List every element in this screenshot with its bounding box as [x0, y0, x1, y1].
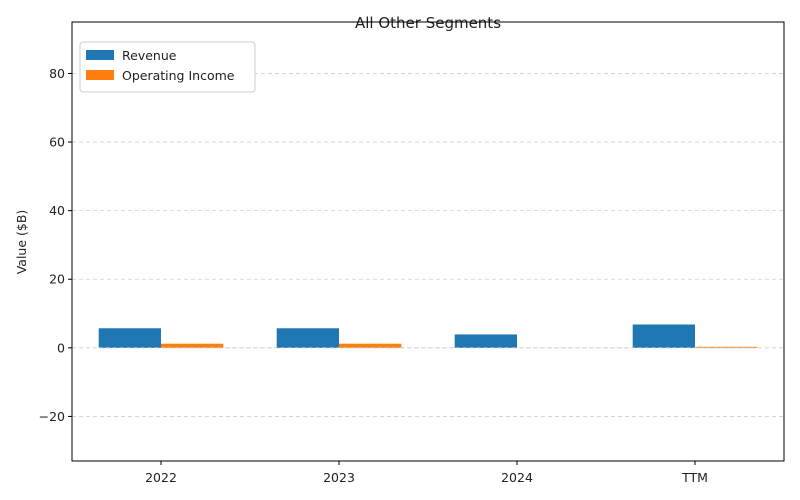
x-tick-label: 2023 [323, 470, 355, 485]
legend-label: Revenue [122, 48, 177, 63]
y-tick-label: 20 [49, 272, 65, 287]
bars-group [98, 324, 758, 348]
plot-frame [71, 21, 785, 462]
y-tick-label: 80 [49, 66, 65, 81]
bar-operating-income [339, 343, 402, 348]
legend: Revenue Operating Income [79, 41, 256, 93]
x-tick-label: 2022 [145, 470, 177, 485]
y-axis: −20 0 20 40 60 80 [39, 66, 72, 424]
legend-swatch [86, 70, 114, 80]
y-tick-label: 40 [49, 203, 65, 218]
bar-revenue [454, 334, 517, 348]
y-tick-label: 0 [57, 340, 65, 355]
bar-revenue [632, 324, 695, 348]
bar-operating-income [695, 346, 758, 348]
x-axis: 2022 2023 2024 TTM [145, 461, 708, 485]
bar-revenue [98, 328, 161, 348]
y-tick-label: −20 [39, 409, 65, 424]
y-tick-label: 60 [49, 135, 65, 150]
chart-title: All Other Segments [355, 14, 501, 32]
y-axis-label: Value ($B) [14, 210, 29, 275]
x-tick-label: 2024 [501, 470, 533, 485]
legend-swatch [86, 50, 114, 60]
bar-operating-income [161, 343, 224, 348]
x-tick-label: TTM [681, 470, 708, 485]
grid-lines [72, 73, 784, 417]
legend-box [79, 41, 256, 93]
bar-revenue [276, 328, 339, 348]
legend-label: Operating Income [122, 68, 235, 83]
